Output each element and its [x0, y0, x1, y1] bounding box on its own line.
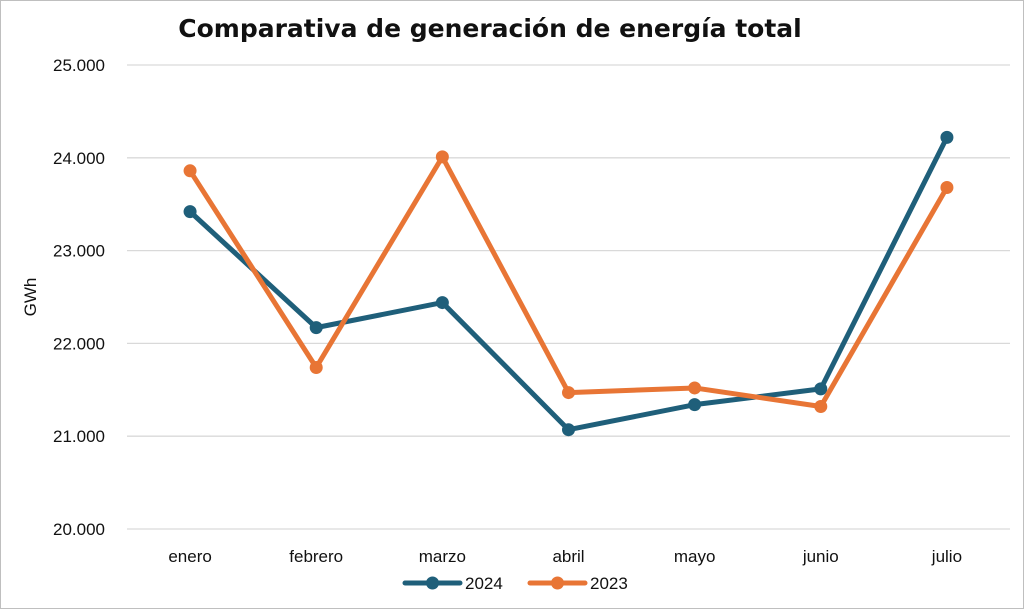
legend-label: 2023 [590, 574, 628, 593]
data-point [814, 382, 828, 396]
y-tick-label: 25.000 [53, 56, 105, 75]
x-tick-labels: enero febrero marzo abril mayo junio julio [168, 547, 962, 566]
data-point [309, 361, 323, 375]
data-point [940, 180, 954, 194]
legend-swatch-marker [551, 576, 564, 590]
x-tick-label: mayo [674, 547, 716, 566]
series-lines [183, 130, 954, 437]
chart-title: Comparativa de generación de energía tot… [178, 14, 802, 43]
y-tick-label: 22.000 [53, 334, 105, 353]
data-point [688, 381, 702, 395]
data-point [435, 150, 449, 164]
legend-label: 2024 [465, 574, 503, 593]
data-point [183, 164, 197, 178]
legend: 2024 2023 [402, 574, 628, 593]
data-point [688, 398, 702, 412]
y-tick-labels: 20.000 21.000 22.000 23.000 24.000 25.000 [53, 56, 105, 539]
y-tick-label: 21.000 [53, 427, 105, 446]
x-tick-label: julio [931, 547, 962, 566]
data-point [940, 130, 954, 144]
y-axis-label: GWh [21, 278, 40, 317]
series-2023 [183, 150, 954, 414]
y-tick-label: 24.000 [53, 149, 105, 168]
gridlines [127, 64, 1010, 530]
legend-item: 2023 [527, 574, 628, 593]
x-tick-label: marzo [419, 547, 466, 566]
x-tick-label: abril [552, 547, 584, 566]
x-tick-label: enero [168, 547, 211, 566]
data-point [309, 321, 323, 335]
series-2024 [183, 130, 954, 437]
data-point [814, 400, 828, 414]
data-point [562, 423, 575, 437]
y-tick-label: 23.000 [53, 242, 105, 261]
legend-swatch-marker [426, 576, 439, 590]
x-tick-label: junio [802, 547, 839, 566]
data-point [183, 205, 197, 219]
x-tick-label: febrero [289, 547, 343, 566]
legend-item: 2024 [402, 574, 503, 593]
y-tick-label: 20.000 [53, 520, 105, 539]
data-point [435, 296, 449, 310]
data-point [562, 386, 575, 400]
